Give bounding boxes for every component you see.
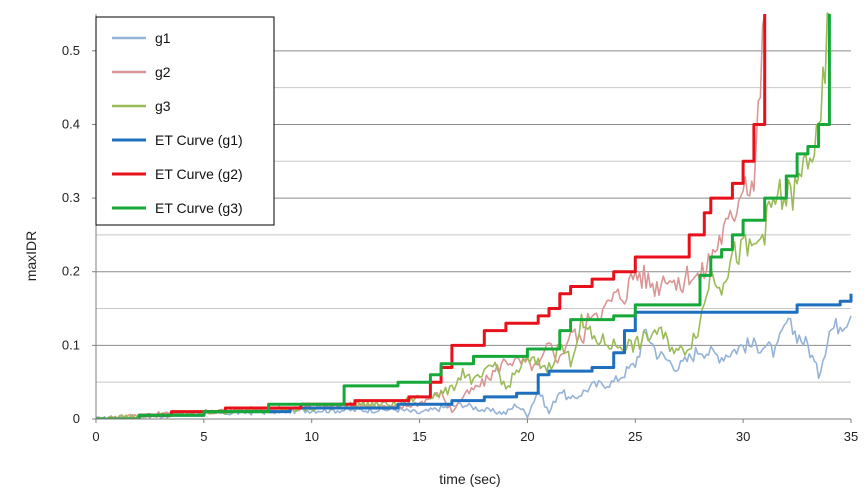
series-group [96,12,853,419]
x-tick-label: 20 [520,429,534,444]
x-tick-label: 35 [844,429,858,444]
x-axis-ticks: 0 5 10 15 20 25 30 35 [92,419,858,444]
legend-label-4: ET Curve (g1) [155,132,243,148]
y-tick-label: 0.3 [62,190,80,205]
legend: g1 g2 g3 ET Curve (g1) ET Curve (g2) ET Curve… [95,16,275,226]
y-tick-label: 0.5 [62,43,80,58]
x-axis-title: time (sec) [439,471,500,487]
legend-label-3: g3 [155,98,171,114]
series-line-4 [96,293,853,419]
legend-box [95,16,275,226]
y-tick-label: 0 [73,411,80,426]
x-tick-label: 30 [736,429,750,444]
y-tick-label: 0.1 [62,337,80,352]
legend-label-1: g1 [155,30,171,46]
legend-label-2: g2 [155,64,171,80]
plot-area [96,12,853,419]
x-tick-label: 0 [92,429,99,444]
series-line-1 [96,315,852,419]
series-line-6 [96,14,831,419]
x-tick-label: 15 [412,429,426,444]
x-tick-label: 10 [304,429,318,444]
y-tick-label: 0.2 [62,264,80,279]
x-tick-label: 25 [628,429,642,444]
y-axis-title: maxIDR [23,231,39,282]
y-axis-ticks: 0 0.1 0.2 0.3 0.4 0.5 [62,43,96,426]
legend-label-6: ET Curve (g3) [155,200,243,216]
legend-label-5: ET Curve (g2) [155,166,243,182]
y-tick-label: 0.4 [62,116,80,131]
x-tick-label: 5 [200,429,207,444]
